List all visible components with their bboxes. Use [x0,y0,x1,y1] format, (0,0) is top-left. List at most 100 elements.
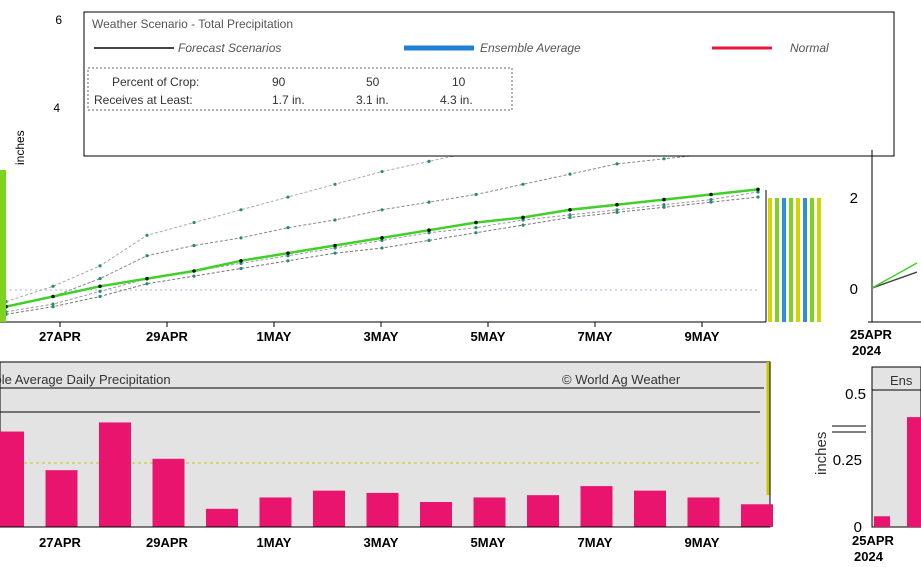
scenario-3-point-3 [98,264,102,268]
daily-watermark: © World Ag Weather [562,372,681,387]
ensemble-point-10 [427,228,431,232]
main-y-axis-label: inches [13,130,27,165]
daily-bar-7 [313,490,345,527]
daily-bar-13 [634,490,666,527]
scenario-1-point-3 [98,277,102,281]
scenario-2-point-12 [521,218,525,222]
stripe-5 [796,198,800,322]
daily-bar-12 [580,486,613,527]
scenario-4-point-5 [192,274,196,278]
daily-bar-14 [687,497,720,527]
probability-row2-value-1: 1.7 in. [272,93,305,107]
scenario-2-point-10 [427,231,431,235]
scenario-1-point-13 [568,172,572,176]
scenario-4-point-11 [474,231,478,235]
right-x-tick-25apr: 25APR [850,327,893,342]
probability-table-box [87,67,513,111]
daily-bar-4 [152,458,185,527]
probability-row1-value-3: 10 [452,75,466,89]
daily-x-tick-4: 3MAY [364,535,399,550]
daily-x-tick-labels: 27APR 29APR 1MAY 3MAY 5MAY 7MAY 9MAY [39,535,720,550]
right-cumulative-chart: 2 0 25APR 2024 [850,150,921,358]
right-series-line-2 [872,262,918,289]
stripe-2 [775,198,779,322]
main-x-tick-6: 7MAY [578,329,613,344]
ensemble-point-9 [380,236,384,240]
scenario-3-point-1 [6,300,8,304]
daily-bar-8 [366,492,399,527]
daily-bar-3 [99,422,131,527]
right-daily-y-tick-025: 0.25 [833,452,862,469]
right-series-group [872,262,918,289]
scenario-2-point-3 [98,289,102,293]
stripe-3 [782,198,786,322]
scenario-1-point-15 [662,157,666,161]
ensemble-point-6 [239,259,243,263]
daily-x-tick-5: 5MAY [471,535,506,550]
daily-bar-6 [259,497,292,527]
daily-precip-chart: Ensemble Average Daily Precipitation © W… [0,361,773,550]
scenario-4-point-15 [662,205,666,209]
daily-bar-2 [45,470,78,527]
ensemble-point-4 [145,276,149,281]
probability-row1-value-1: 90 [272,75,286,89]
ensemble-point-3 [98,284,102,289]
scenario-4-point-2 [51,305,55,309]
scenario-3-point-6 [239,208,243,212]
scenario-3-point-9 [380,169,384,174]
scenario-1-point-11 [474,192,478,197]
scenario-4-point-3 [98,294,102,299]
legend-label-forecast: Forecast Scenarios [178,41,281,55]
scenario-1-point-14 [615,162,619,166]
right-y-tick-2: 2 [850,190,858,207]
ensemble-point-15 [662,197,666,202]
scenario-4-point-10 [427,238,431,242]
scenario-3-point-4 [145,233,149,237]
legend-panel: Weather Scenario - Total Precipitation F… [13,11,895,165]
ensemble-point-16 [709,192,713,197]
scenario-2-point-17 [756,190,760,194]
scenario-2-point-2 [51,302,55,306]
stripe-band [0,170,821,322]
right-daily-y-tick-05: 0.5 [845,386,866,403]
scenario-4-point-13 [568,215,572,220]
daily-bar-1 [0,431,24,527]
scenario-4-point-7 [286,259,290,263]
right-x-year: 2024 [852,343,882,358]
right-daily-title: Ens [890,373,913,388]
scenario-line-2 [6,191,759,313]
probability-row1-value-2: 50 [366,75,380,89]
scenario-1-point-10 [427,200,431,204]
scenario-4-point-1 [6,312,8,316]
scenario-1-point-9 [380,208,384,212]
daily-title: Ensemble Average Daily Precipitation [0,372,171,387]
scenario-3-point-7 [286,195,290,199]
scenario-2-point-13 [568,213,572,217]
ensemble-point-1 [6,304,8,309]
right-daily-bar-1 [874,516,890,527]
daily-bar-15 [741,504,773,527]
probability-row1-label: Percent of Crop: [112,75,199,89]
right-daily-y-axis-label: inches [813,432,830,475]
probability-row2-label: Receives at Least: [94,93,193,107]
scenario-2-point-7 [286,254,290,258]
right-y-tick-0: 0 [850,281,858,298]
scenario-2-point-8 [333,246,337,250]
probability-row2-value-3: 4.3 in. [440,93,473,107]
daily-x-tick-3: 1MAY [257,535,292,550]
ensemble-point-12 [521,215,525,220]
legend-label-normal: Normal [790,41,829,55]
probability-row2-value-2: 3.1 in. [356,93,389,107]
main-y-tick-6: 6 [55,13,62,27]
ensemble-point-7 [286,251,290,255]
scenario-1-point-4 [145,254,149,258]
stripe-7 [810,198,814,322]
stripe-8 [817,198,821,322]
right-daily-x-tick-25apr: 25APR [852,533,895,548]
ensemble-point-8 [333,243,337,248]
scenario-line-4 [6,196,759,315]
scenario-3-point-2 [51,284,55,288]
scenario-4-point-12 [521,223,525,227]
right-daily-bar-2 [907,417,921,527]
